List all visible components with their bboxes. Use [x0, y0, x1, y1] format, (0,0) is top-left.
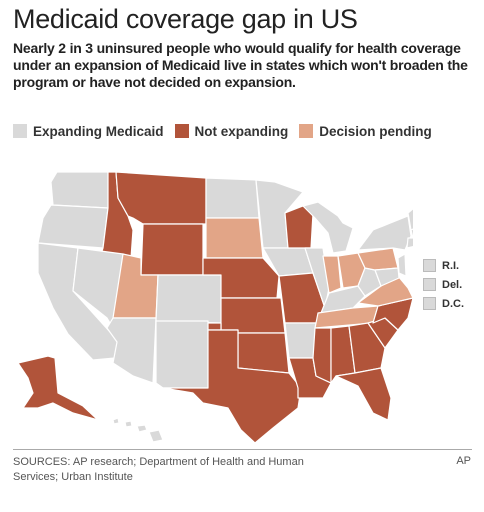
legend-item-expanding: Expanding Medicaid	[13, 124, 164, 139]
state-OR	[37, 204, 109, 249]
state-MT	[115, 171, 207, 225]
small-state-label: D.C.	[442, 297, 464, 310]
small-state-swatch	[423, 259, 436, 272]
small-state-label: Del.	[442, 278, 463, 291]
state-TX	[162, 329, 302, 444]
state-WY	[140, 223, 204, 276]
state-SD	[205, 217, 264, 259]
state-MA	[410, 228, 413, 239]
footer-divider	[13, 449, 472, 450]
state-IN	[322, 255, 342, 294]
state-FL	[335, 367, 392, 421]
state-MD	[374, 267, 400, 287]
state-ND	[205, 177, 260, 219]
legend-swatch-not-expanding	[174, 124, 189, 138]
small-state-de: Del.	[423, 275, 464, 294]
state-AK	[17, 355, 99, 421]
small-state-swatch	[423, 278, 436, 291]
state-WA	[50, 171, 109, 209]
legend-label-not-expanding: Not expanding	[194, 123, 289, 139]
state-MI	[302, 201, 354, 254]
sources-note: SOURCES: AP research; Department of Heal…	[13, 456, 304, 483]
small-state-label: R.I.	[442, 259, 460, 272]
state-NM	[155, 320, 209, 389]
legend-label-pending: Decision pending	[319, 123, 432, 139]
state-NY	[357, 215, 412, 251]
small-state-ri: R.I.	[423, 256, 464, 275]
state-PA	[357, 247, 399, 271]
legend-swatch-expanding	[13, 124, 27, 138]
small-states-key: R.I. Del. D.C.	[423, 256, 464, 313]
map-title: Medicaid coverage gap in US	[13, 4, 358, 34]
state-CT	[406, 237, 413, 249]
small-state-dc: D.C.	[423, 294, 464, 313]
us-choropleth-map	[17, 171, 413, 444]
state-KS	[220, 297, 286, 334]
credit-line: AP	[456, 455, 471, 467]
small-state-swatch	[423, 297, 436, 310]
state-CO	[155, 274, 222, 324]
state-NJ	[397, 253, 407, 277]
state-WI	[284, 205, 314, 249]
legend-item-pending: Decision pending	[299, 124, 432, 139]
state-HI	[112, 417, 164, 443]
legend-item-not-expanding: Not expanding	[174, 123, 289, 139]
legend-swatch-pending	[299, 124, 314, 138]
legend-label-expanding: Expanding Medicaid	[33, 123, 164, 139]
state-VT	[407, 208, 413, 231]
map-subtitle: Nearly 2 in 3 uninsured people who would…	[13, 40, 468, 90]
state-MS	[312, 327, 332, 384]
legend: Expanding Medicaid Not expanding Decisio…	[13, 121, 443, 141]
